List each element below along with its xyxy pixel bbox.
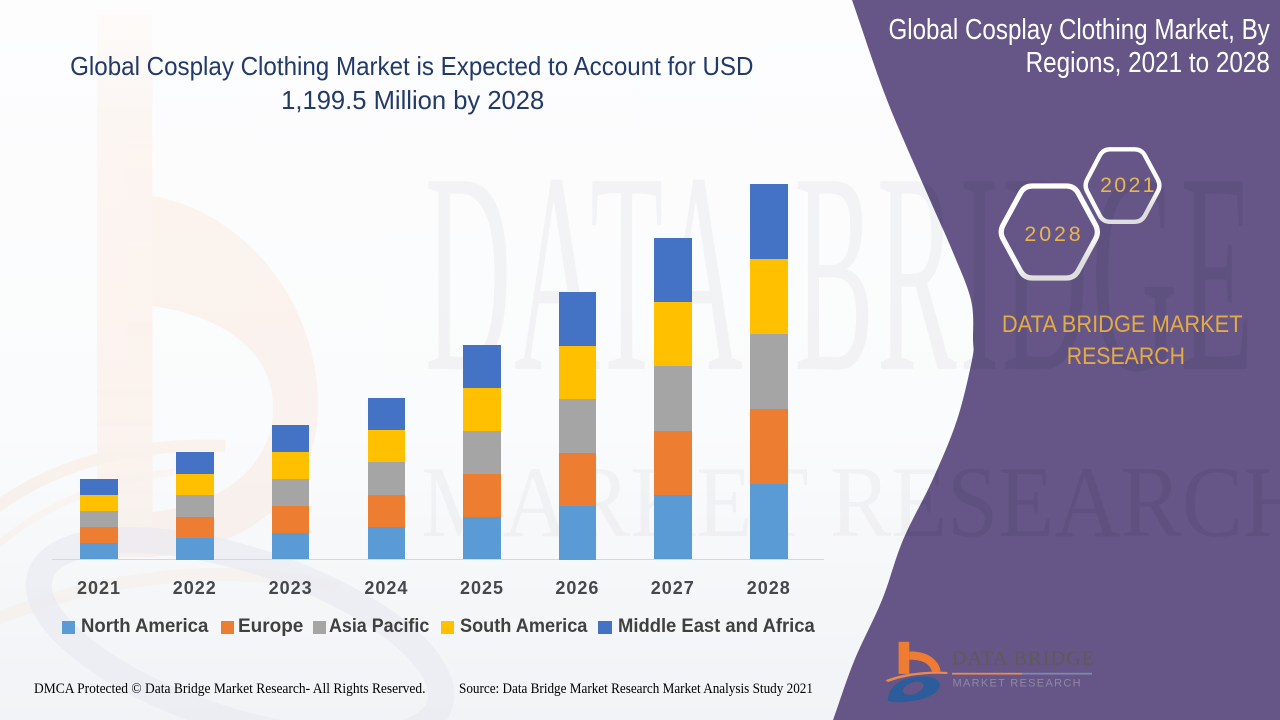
svg-text:2021: 2021: [1100, 173, 1157, 197]
svg-text:DATA BRIDGE: DATA BRIDGE: [952, 648, 1095, 670]
svg-text:2028: 2028: [1024, 222, 1083, 246]
svg-text:MARKET RESEARCH: MARKET RESEARCH: [953, 678, 1082, 690]
